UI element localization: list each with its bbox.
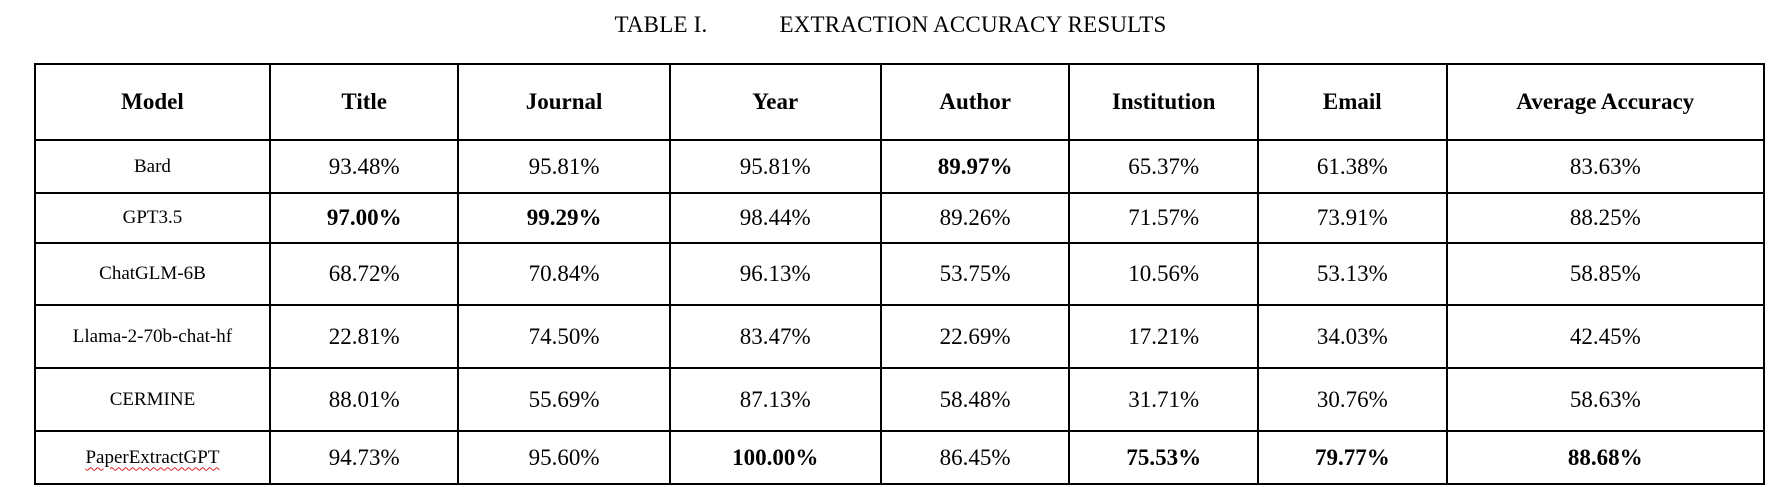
table-row: PaperExtractGPT 94.73% 95.60% 100.00% 86…	[34, 430, 1766, 485]
header-model: Model	[34, 63, 271, 141]
author-accuracy: 22.69%	[879, 304, 1071, 369]
year-accuracy: 83.47%	[668, 304, 882, 369]
header-journal: Journal	[457, 63, 671, 141]
average-accuracy: 42.45%	[1445, 304, 1766, 369]
model-name: CERMINE	[34, 367, 271, 432]
title-accuracy: 93.48%	[268, 139, 460, 194]
journal-accuracy: 70.84%	[457, 242, 671, 306]
table-number: TABLE I.	[614, 12, 708, 37]
model-name: Bard	[34, 139, 271, 194]
header-institution: Institution	[1068, 63, 1260, 141]
title-accuracy: 68.72%	[268, 242, 460, 306]
year-accuracy: 87.13%	[668, 367, 882, 432]
year-accuracy: 98.44%	[668, 192, 882, 244]
author-accuracy: 89.97%	[879, 139, 1071, 194]
header-author: Author	[879, 63, 1071, 141]
journal-accuracy: 99.29%	[457, 192, 671, 244]
results-table: Model Title Journal Year Author Institut…	[34, 63, 1766, 485]
average-accuracy: 58.63%	[1445, 367, 1766, 432]
email-accuracy: 53.13%	[1257, 242, 1448, 306]
model-name: GPT3.5	[34, 192, 271, 244]
table-row: ChatGLM-6B 68.72% 70.84% 96.13% 53.75% 1…	[34, 242, 1766, 306]
average-accuracy: 83.63%	[1445, 139, 1766, 194]
average-accuracy: 88.68%	[1445, 430, 1766, 485]
table-row: Llama-2-70b-chat-hf 22.81% 74.50% 83.47%…	[34, 304, 1766, 369]
spellcheck-underlined-text: PaperExtractGPT	[85, 446, 220, 468]
institution-accuracy: 10.56%	[1068, 242, 1260, 306]
model-name: Llama-2-70b-chat-hf	[34, 304, 271, 369]
table-caption: TABLE I. EXTRACTION ACCURACY RESULTS	[0, 12, 1781, 38]
title-accuracy: 22.81%	[268, 304, 460, 369]
year-accuracy: 95.81%	[668, 139, 882, 194]
table-row: CERMINE 88.01% 55.69% 87.13% 58.48% 31.7…	[34, 367, 1766, 432]
institution-accuracy: 75.53%	[1068, 430, 1260, 485]
average-accuracy: 88.25%	[1445, 192, 1766, 244]
table-row: Bard 93.48% 95.81% 95.81% 89.97% 65.37% …	[34, 139, 1766, 194]
year-accuracy: 100.00%	[668, 430, 882, 485]
institution-accuracy: 71.57%	[1068, 192, 1260, 244]
email-accuracy: 73.91%	[1257, 192, 1448, 244]
table-row: GPT3.5 97.00% 99.29% 98.44% 89.26% 71.57…	[34, 192, 1766, 244]
title-accuracy: 97.00%	[268, 192, 460, 244]
header-average-accuracy: Average Accuracy	[1445, 63, 1766, 141]
model-name: PaperExtractGPT	[34, 430, 271, 485]
author-accuracy: 58.48%	[879, 367, 1071, 432]
journal-accuracy: 74.50%	[457, 304, 671, 369]
journal-accuracy: 95.81%	[457, 139, 671, 194]
average-accuracy: 58.85%	[1445, 242, 1766, 306]
email-accuracy: 34.03%	[1257, 304, 1448, 369]
title-accuracy: 94.73%	[268, 430, 460, 485]
author-accuracy: 86.45%	[879, 430, 1071, 485]
header-year: Year	[668, 63, 882, 141]
title-accuracy: 88.01%	[268, 367, 460, 432]
author-accuracy: 53.75%	[879, 242, 1071, 306]
journal-accuracy: 95.60%	[457, 430, 671, 485]
journal-accuracy: 55.69%	[457, 367, 671, 432]
table-title: EXTRACTION ACCURACY RESULTS	[779, 12, 1167, 37]
model-name: ChatGLM-6B	[34, 242, 271, 306]
institution-accuracy: 17.21%	[1068, 304, 1260, 369]
year-accuracy: 96.13%	[668, 242, 882, 306]
header-title: Title	[268, 63, 460, 141]
header-email: Email	[1257, 63, 1448, 141]
institution-accuracy: 31.71%	[1068, 367, 1260, 432]
email-accuracy: 30.76%	[1257, 367, 1448, 432]
email-accuracy: 79.77%	[1257, 430, 1448, 485]
institution-accuracy: 65.37%	[1068, 139, 1260, 194]
author-accuracy: 89.26%	[879, 192, 1071, 244]
email-accuracy: 61.38%	[1257, 139, 1448, 194]
header-row: Model Title Journal Year Author Institut…	[34, 63, 1766, 141]
